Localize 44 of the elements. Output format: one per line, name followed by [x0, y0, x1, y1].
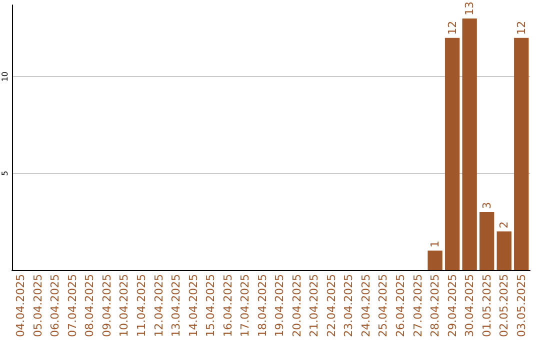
data-label: 12 — [446, 20, 459, 35]
x-tick-label: 11.04.2025 — [135, 274, 148, 337]
data-label: 1 — [428, 240, 442, 248]
x-tick-label: 13.04.2025 — [170, 274, 183, 337]
x-tick-label: 24.04.2025 — [359, 274, 372, 337]
x-tick-label: 15.04.2025 — [204, 274, 218, 337]
x-tick-label: 14.04.2025 — [186, 274, 200, 337]
x-tick-label: 27.04.2025 — [411, 274, 424, 337]
x-tick-label: 08.04.2025 — [83, 274, 96, 337]
bar — [479, 212, 494, 270]
x-tick-label: 23.04.2025 — [342, 274, 356, 337]
bar — [462, 18, 477, 270]
x-tick-label: 09.04.2025 — [100, 274, 114, 337]
data-label: 3 — [480, 202, 494, 209]
x-tick-label: 16.04.2025 — [221, 274, 234, 337]
bar — [428, 250, 442, 270]
x-tick-label: 21.04.2025 — [308, 274, 321, 337]
x-tick-label: 17.04.2025 — [238, 274, 252, 337]
x-tick-label: 07.04.2025 — [66, 274, 79, 337]
x-tick-label: 18.04.2025 — [256, 274, 269, 337]
data-label: 2 — [498, 221, 511, 228]
x-tick-label: 04.04.2025 — [14, 274, 28, 337]
x-tick-label: 28.04.2025 — [428, 274, 442, 337]
x-tick-label: 12.04.2025 — [152, 274, 166, 337]
x-tick-label: 02.05.2025 — [498, 274, 511, 337]
x-tick-label: 10.04.2025 — [118, 274, 131, 337]
x-tick-label: 30.04.2025 — [463, 274, 476, 337]
x-tick-label: 22.04.2025 — [324, 274, 338, 337]
data-label: 13 — [463, 2, 476, 16]
x-tick-label: 29.04.2025 — [446, 274, 459, 337]
x-tick-label: 20.04.2025 — [290, 274, 304, 337]
x-tick-label: 26.04.2025 — [394, 274, 407, 337]
x-tick-label: 25.04.2025 — [376, 274, 390, 337]
bar — [444, 38, 460, 270]
bar — [514, 38, 529, 270]
y-tick-label: 10 — [0, 71, 10, 82]
x-tick-label: 19.04.2025 — [273, 274, 286, 337]
bar — [496, 231, 512, 270]
x-tick-label: 05.04.2025 — [31, 274, 44, 337]
data-label: 12 — [514, 20, 528, 35]
x-tick-label: 03.05.2025 — [514, 274, 528, 337]
y-tick-label: 5 — [0, 170, 10, 176]
x-tick-label: 01.05.2025 — [480, 274, 494, 337]
x-tick-label: 06.04.2025 — [48, 274, 62, 337]
